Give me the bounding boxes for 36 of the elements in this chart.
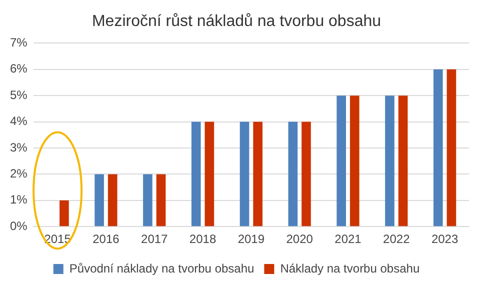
y-tick-label: 2%	[10, 166, 28, 181]
y-tick-label: 0%	[10, 218, 28, 233]
legend-label: Původní náklady na tvorbu obsahu	[69, 261, 254, 276]
x-tick-label: 2018	[189, 232, 216, 246]
y-tick-label: 7%	[10, 36, 28, 50]
bar	[253, 122, 262, 226]
bar	[108, 174, 118, 226]
bar	[60, 200, 69, 226]
bar	[288, 122, 298, 226]
y-tick-label: 4%	[10, 114, 28, 128]
chart-title: Meziroční růst nákladů na tvorbu obsahu	[92, 13, 382, 30]
y-tick-label: 1%	[10, 192, 28, 207]
bar	[398, 96, 408, 226]
bar	[433, 69, 443, 226]
x-tick-label: 2017	[141, 232, 168, 246]
bar	[350, 96, 360, 226]
bar	[240, 122, 250, 226]
bar	[156, 174, 166, 226]
x-tick-label: 2023	[431, 232, 458, 246]
x-tick-label: 2020	[286, 232, 314, 246]
bar	[204, 122, 214, 226]
y-tick-label: 6%	[10, 62, 28, 76]
x-tick-label: 2021	[334, 232, 362, 246]
x-tick-label: 2022	[383, 232, 410, 246]
x-tick-label: 2016	[92, 232, 120, 246]
bar	[191, 122, 201, 226]
y-tick-label: 5%	[10, 88, 28, 102]
bar	[94, 174, 104, 226]
bar	[302, 122, 311, 226]
bar	[446, 69, 456, 226]
legend-label: Náklady na tvorbu obsahu	[280, 261, 420, 276]
bar	[336, 96, 346, 226]
bar	[143, 174, 152, 226]
x-tick-label: 2019	[238, 232, 265, 246]
y-tick-label: 3%	[10, 140, 28, 154]
bar	[385, 96, 394, 226]
